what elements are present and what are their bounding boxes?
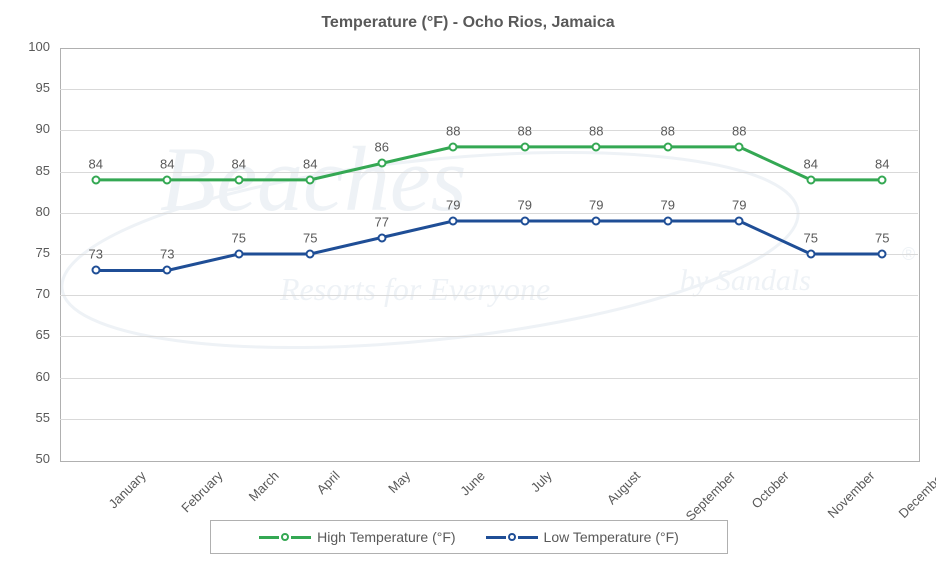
marker-series1 bbox=[592, 217, 601, 226]
data-label: 84 bbox=[875, 156, 889, 171]
data-label: 88 bbox=[661, 123, 675, 138]
marker-series0 bbox=[806, 175, 815, 184]
x-tick-label: December bbox=[896, 468, 936, 521]
x-tick-label: June bbox=[458, 468, 489, 499]
y-tick-label: 80 bbox=[0, 204, 50, 219]
temperature-chart: Temperature (°F) - Ocho Rios, Jamaica Be… bbox=[0, 0, 936, 562]
marker-series0 bbox=[449, 142, 458, 151]
x-tick-label: March bbox=[245, 468, 281, 504]
y-tick-label: 85 bbox=[0, 163, 50, 178]
marker-series0 bbox=[878, 175, 887, 184]
marker-series0 bbox=[377, 159, 386, 168]
legend-item-low: Low Temperature (°F) bbox=[486, 529, 679, 545]
x-tick-label: July bbox=[528, 468, 555, 495]
chart-title: Temperature (°F) - Ocho Rios, Jamaica bbox=[0, 14, 936, 32]
gridline bbox=[60, 254, 918, 255]
data-label: 84 bbox=[89, 156, 103, 171]
data-label: 88 bbox=[589, 123, 603, 138]
x-tick-label: November bbox=[824, 468, 877, 521]
data-label: 86 bbox=[375, 140, 389, 155]
data-label: 84 bbox=[804, 156, 818, 171]
gridline bbox=[60, 295, 918, 296]
data-label: 84 bbox=[303, 156, 317, 171]
data-label: 75 bbox=[875, 231, 889, 246]
data-label: 75 bbox=[303, 231, 317, 246]
x-tick-label: October bbox=[749, 468, 792, 511]
x-tick-label: April bbox=[314, 468, 343, 497]
marker-series0 bbox=[91, 175, 100, 184]
y-tick-label: 50 bbox=[0, 451, 50, 466]
plot-area bbox=[60, 48, 920, 462]
marker-series0 bbox=[592, 142, 601, 151]
legend-label-high: High Temperature (°F) bbox=[317, 529, 455, 545]
x-tick-label: September bbox=[682, 468, 738, 524]
x-tick-label: January bbox=[105, 468, 148, 511]
data-label: 79 bbox=[661, 198, 675, 213]
x-tick-label: August bbox=[604, 468, 643, 507]
gridline bbox=[60, 89, 918, 90]
gridline bbox=[60, 336, 918, 337]
gridline bbox=[60, 172, 918, 173]
data-label: 88 bbox=[446, 123, 460, 138]
data-label: 84 bbox=[160, 156, 174, 171]
gridline bbox=[60, 378, 918, 379]
gridline bbox=[60, 213, 918, 214]
data-label: 73 bbox=[89, 247, 103, 262]
data-label: 88 bbox=[732, 123, 746, 138]
data-label: 73 bbox=[160, 247, 174, 262]
marker-series1 bbox=[806, 250, 815, 259]
data-label: 79 bbox=[518, 198, 532, 213]
data-label: 84 bbox=[232, 156, 246, 171]
marker-series1 bbox=[735, 217, 744, 226]
x-tick-label: May bbox=[385, 468, 413, 496]
legend: High Temperature (°F) Low Temperature (°… bbox=[210, 520, 728, 554]
marker-series0 bbox=[306, 175, 315, 184]
y-tick-label: 65 bbox=[0, 327, 50, 342]
marker-series1 bbox=[306, 250, 315, 259]
y-tick-label: 75 bbox=[0, 245, 50, 260]
y-tick-label: 60 bbox=[0, 369, 50, 384]
data-label: 75 bbox=[232, 231, 246, 246]
marker-series0 bbox=[234, 175, 243, 184]
marker-series0 bbox=[520, 142, 529, 151]
x-tick-label: February bbox=[178, 468, 225, 515]
marker-series1 bbox=[663, 217, 672, 226]
y-tick-label: 100 bbox=[0, 39, 50, 54]
marker-series0 bbox=[663, 142, 672, 151]
gridline bbox=[60, 130, 918, 131]
y-tick-label: 70 bbox=[0, 286, 50, 301]
y-tick-label: 55 bbox=[0, 410, 50, 425]
marker-series1 bbox=[377, 233, 386, 242]
marker-series1 bbox=[91, 266, 100, 275]
y-tick-label: 95 bbox=[0, 80, 50, 95]
marker-series1 bbox=[449, 217, 458, 226]
data-label: 88 bbox=[518, 123, 532, 138]
legend-item-high: High Temperature (°F) bbox=[259, 529, 455, 545]
y-tick-label: 90 bbox=[0, 121, 50, 136]
data-label: 79 bbox=[589, 198, 603, 213]
marker-series1 bbox=[520, 217, 529, 226]
gridline bbox=[60, 419, 918, 420]
data-label: 79 bbox=[446, 198, 460, 213]
data-label: 77 bbox=[375, 214, 389, 229]
marker-series1 bbox=[163, 266, 172, 275]
data-label: 75 bbox=[804, 231, 818, 246]
marker-series0 bbox=[735, 142, 744, 151]
marker-series1 bbox=[878, 250, 887, 259]
marker-series1 bbox=[234, 250, 243, 259]
legend-label-low: Low Temperature (°F) bbox=[544, 529, 679, 545]
marker-series0 bbox=[163, 175, 172, 184]
data-label: 79 bbox=[732, 198, 746, 213]
